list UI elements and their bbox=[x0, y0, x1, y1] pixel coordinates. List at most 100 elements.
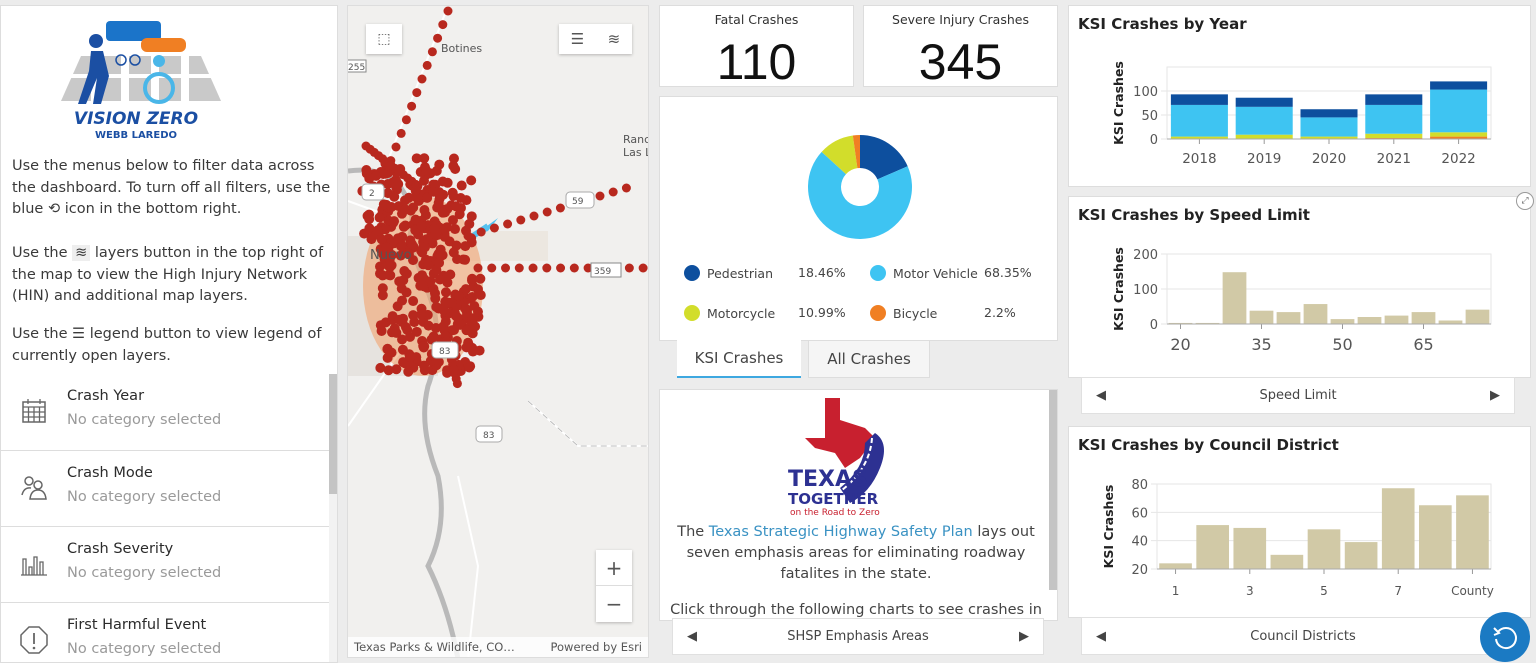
chart-title: KSI Crashes by Year bbox=[1078, 15, 1247, 33]
crash-mode-donut[interactable] bbox=[660, 97, 1059, 247]
bar[interactable] bbox=[1249, 310, 1274, 324]
bar-segment-pedestrian[interactable] bbox=[1170, 94, 1228, 105]
bar[interactable] bbox=[1419, 505, 1452, 569]
crash-point bbox=[445, 269, 456, 280]
crash-point bbox=[427, 47, 437, 57]
legend-bicycle[interactable]: Bicycle bbox=[870, 305, 937, 321]
crash-point bbox=[529, 211, 539, 221]
bar[interactable] bbox=[1222, 272, 1247, 324]
speed-chart[interactable]: 0 100 200 KSI Crashes 20 35 50 65 bbox=[1069, 197, 1532, 379]
bar[interactable] bbox=[1303, 304, 1328, 324]
next-arrow-icon[interactable]: ▶ bbox=[1490, 388, 1500, 403]
bar-segment-motorcycle[interactable] bbox=[1170, 136, 1228, 139]
legend-pedestrian[interactable]: Pedestrian bbox=[684, 265, 773, 281]
zoom-controls: + − bbox=[596, 550, 632, 622]
crash-point bbox=[438, 20, 448, 30]
bar[interactable] bbox=[1456, 495, 1489, 569]
zoom-out-button[interactable]: − bbox=[605, 592, 623, 616]
attribution-text[interactable]: Texas Parks & Wildlife, CO… bbox=[354, 640, 515, 654]
bar[interactable] bbox=[1411, 312, 1436, 324]
tab-all-crashes[interactable]: All Crashes bbox=[808, 340, 930, 378]
filter-first-harmful-event[interactable]: First Harmful Event No category selected bbox=[1, 602, 329, 662]
bar-segment-motor-vehicle[interactable] bbox=[1300, 117, 1358, 137]
zoom-in-button[interactable]: + bbox=[596, 550, 632, 586]
map-attribution: Texas Parks & Wildlife, CO… Powered by Es… bbox=[348, 637, 648, 657]
crash-point bbox=[421, 165, 432, 176]
crash-point bbox=[466, 211, 477, 222]
crash-point bbox=[422, 60, 432, 70]
crash-point bbox=[391, 327, 402, 338]
y-tick-label: 60 bbox=[1131, 506, 1148, 521]
bar[interactable] bbox=[1195, 322, 1220, 324]
scrollbar-thumb[interactable] bbox=[329, 374, 337, 494]
prev-arrow-icon[interactable]: ◀ bbox=[687, 629, 697, 644]
legend-percent: 10.99% bbox=[798, 305, 846, 320]
legend-motorcycle[interactable]: Motorcycle bbox=[684, 305, 775, 321]
svg-text:Nuevo: Nuevo bbox=[370, 248, 412, 263]
bar[interactable] bbox=[1438, 320, 1463, 325]
bar[interactable] bbox=[1196, 525, 1229, 569]
crash-points-layer[interactable] bbox=[357, 6, 648, 389]
select-tool-button[interactable]: ⬚ bbox=[366, 24, 402, 54]
filter-value: No category selected bbox=[67, 412, 222, 428]
bar-segment-bicycle[interactable] bbox=[1430, 136, 1488, 139]
bar-segment-motorcycle[interactable] bbox=[1430, 132, 1488, 137]
bar-segment-pedestrian[interactable] bbox=[1300, 109, 1358, 118]
expand-icon[interactable]: ⤢ bbox=[1516, 192, 1534, 210]
bar[interactable] bbox=[1168, 322, 1193, 324]
year-chart[interactable]: 0 50 100 KSI Crashes 2018 2019 2020 2021 2022 bbox=[1069, 6, 1532, 181]
bar-segment-pedestrian[interactable] bbox=[1235, 97, 1293, 107]
bar[interactable] bbox=[1159, 563, 1192, 569]
bar-segment-pedestrian[interactable] bbox=[1430, 81, 1488, 90]
bar[interactable] bbox=[1270, 554, 1304, 569]
legend-button[interactable]: ☰ bbox=[570, 30, 585, 48]
crash-point bbox=[407, 101, 417, 111]
legend-motor-vehicle[interactable]: Motor Vehicle bbox=[870, 265, 978, 281]
bar-segment-pedestrian[interactable] bbox=[1365, 94, 1423, 105]
bar-segment-motor-vehicle[interactable] bbox=[1430, 89, 1488, 133]
layers-button[interactable]: ≋ bbox=[607, 30, 621, 48]
reset-icon: ⟲ bbox=[47, 201, 61, 217]
bar[interactable] bbox=[1233, 527, 1267, 569]
shsp-scrollbar[interactable] bbox=[1049, 390, 1057, 590]
bar[interactable] bbox=[1357, 317, 1382, 324]
powered-by-esri[interactable]: Powered by Esri bbox=[550, 640, 643, 654]
filter-crash-severity[interactable]: Crash Severity No category selected bbox=[1, 526, 329, 602]
bar[interactable] bbox=[1381, 488, 1415, 569]
crash-point bbox=[433, 356, 444, 367]
bar[interactable] bbox=[1307, 529, 1341, 569]
bar[interactable] bbox=[1344, 542, 1378, 569]
bar-segment-motor-vehicle[interactable] bbox=[1365, 104, 1423, 134]
year-chart-card: KSI Crashes by Year 0 50 100 KSI Crashes 201… bbox=[1068, 5, 1531, 187]
bar[interactable] bbox=[1465, 309, 1490, 324]
legend-label: Bicycle bbox=[893, 305, 938, 321]
crash-point bbox=[430, 323, 441, 334]
bar-segment-motor-vehicle[interactable] bbox=[1170, 104, 1228, 137]
filter-scrollbar[interactable] bbox=[329, 374, 337, 662]
bar-segment-motorcycle[interactable] bbox=[1300, 136, 1358, 139]
pie-slice-pedestrian bbox=[860, 135, 908, 180]
prev-arrow-icon[interactable]: ◀ bbox=[1096, 388, 1106, 403]
next-arrow-icon[interactable]: ▶ bbox=[1018, 629, 1029, 644]
map[interactable]: Botines Ranc Las L Nuevo 255 2 59 359 83… bbox=[347, 5, 649, 658]
tab-ksi-crashes[interactable]: KSI Crashes bbox=[677, 340, 801, 378]
svg-text:on the Road to Zero: on the Road to Zero bbox=[790, 508, 880, 518]
filter-crash-mode[interactable]: Crash Mode No category selected bbox=[1, 450, 329, 526]
filter-value: No category selected bbox=[67, 565, 222, 581]
bar[interactable] bbox=[1330, 319, 1355, 324]
left-panel: VISION ZERO WEBB LAREDO Use the menus be… bbox=[0, 5, 338, 663]
reset-filters-button[interactable] bbox=[1480, 612, 1530, 662]
crash-point bbox=[458, 254, 469, 265]
filter-crash-year[interactable]: Crash Year No category selected bbox=[1, 374, 329, 450]
map-canvas[interactable]: Botines Ranc Las L Nuevo 255 2 59 359 83… bbox=[348, 6, 649, 658]
bar-segment-motorcycle[interactable] bbox=[1235, 134, 1293, 139]
bar[interactable] bbox=[1276, 312, 1301, 324]
bar-segment-motor-vehicle[interactable] bbox=[1235, 106, 1293, 135]
bar[interactable] bbox=[1384, 315, 1409, 324]
crash-point bbox=[528, 263, 538, 273]
prev-arrow-icon[interactable]: ◀ bbox=[1096, 628, 1106, 644]
district-chart[interactable]: 20 40 60 80 KSI Crashes 1 3 5 7 County bbox=[1069, 427, 1532, 619]
bar-segment-motorcycle[interactable] bbox=[1365, 133, 1423, 139]
crash-point bbox=[461, 325, 472, 336]
shsp-link[interactable]: Texas Strategic Highway Safety Plan bbox=[708, 524, 973, 540]
